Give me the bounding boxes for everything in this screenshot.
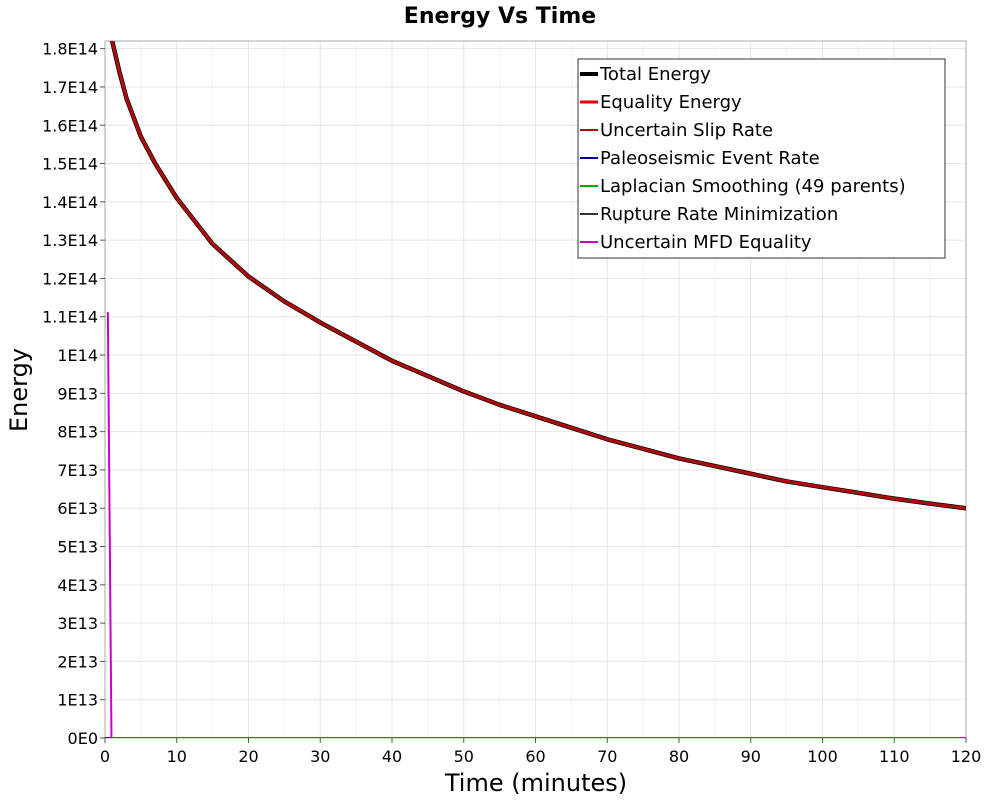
y-axis-label: Energy bbox=[5, 348, 33, 432]
legend-label: Equality Energy bbox=[600, 92, 742, 113]
x-tick-label: 60 bbox=[525, 747, 545, 766]
x-tick-label: 20 bbox=[238, 747, 258, 766]
x-tick-label: 50 bbox=[454, 747, 474, 766]
legend-label: Uncertain MFD Equality bbox=[600, 232, 812, 253]
y-tick-label: 1.4E14 bbox=[42, 193, 98, 212]
legend-label: Total Energy bbox=[599, 64, 711, 85]
y-tick-label: 8E13 bbox=[57, 423, 98, 442]
y-tick-label: 1E13 bbox=[57, 691, 98, 710]
y-tick-label: 7E13 bbox=[57, 461, 98, 480]
legend: Total Energy Equality Energy Uncertain Sli… bbox=[577, 58, 946, 259]
series-line-uncertain-slip-rate bbox=[111, 41, 966, 510]
x-tick-label: 40 bbox=[382, 747, 402, 766]
x-tick-label: 70 bbox=[597, 747, 617, 766]
y-tick-label: 1.8E14 bbox=[42, 40, 98, 59]
y-tick-label: 2E13 bbox=[57, 652, 98, 671]
x-tick-label: 100 bbox=[807, 747, 838, 766]
legend-entries: Total Energy Equality Energy Uncertain Sli… bbox=[580, 64, 906, 253]
y-tick-label: 1.1E14 bbox=[42, 308, 98, 327]
y-tick-label: 1.6E14 bbox=[42, 116, 98, 135]
x-tick-label: 90 bbox=[741, 747, 761, 766]
series-line-uncertain-mfd-equality bbox=[106, 311, 966, 738]
x-tick-label: 30 bbox=[310, 747, 330, 766]
y-tick-label: 6E13 bbox=[57, 499, 98, 518]
x-tick-label: 0 bbox=[100, 747, 110, 766]
y-tick-label: 5E13 bbox=[57, 538, 98, 557]
x-axis-label: Time (minutes) bbox=[444, 769, 627, 797]
x-axis-ticks: 0 10 20 30 40 50 60 70 80 90 100 110 120 bbox=[100, 738, 981, 766]
y-axis-ticks: 0E0 1E13 2E13 3E13 4E13 5E13 6E13 7E13 8E13 9E13 1… bbox=[42, 40, 105, 748]
legend-label: Rupture Rate Minimization bbox=[600, 204, 838, 225]
y-tick-label: 3E13 bbox=[57, 614, 98, 633]
y-tick-label: 1.3E14 bbox=[42, 231, 98, 250]
legend-label: Uncertain Slip Rate bbox=[600, 120, 773, 141]
legend-label: Laplacian Smoothing (49 parents) bbox=[600, 176, 906, 197]
y-tick-label: 1.2E14 bbox=[42, 269, 98, 288]
series-lines bbox=[105, 41, 966, 738]
x-tick-label: 120 bbox=[951, 747, 982, 766]
y-tick-label: 1.5E14 bbox=[42, 155, 98, 174]
chart-title: Energy Vs Time bbox=[404, 4, 596, 29]
x-tick-label: 110 bbox=[879, 747, 910, 766]
y-tick-label: 1.7E14 bbox=[42, 78, 98, 97]
x-tick-label: 10 bbox=[167, 747, 187, 766]
y-tick-label: 4E13 bbox=[57, 576, 98, 595]
legend-box bbox=[577, 58, 946, 259]
y-tick-label: 9E13 bbox=[57, 384, 98, 403]
x-tick-label: 80 bbox=[669, 747, 689, 766]
y-tick-label: 1E14 bbox=[57, 346, 98, 365]
grid-lines bbox=[104, 41, 967, 739]
legend-label: Paleoseismic Event Rate bbox=[600, 148, 820, 169]
y-tick-label: 0E0 bbox=[68, 729, 98, 748]
